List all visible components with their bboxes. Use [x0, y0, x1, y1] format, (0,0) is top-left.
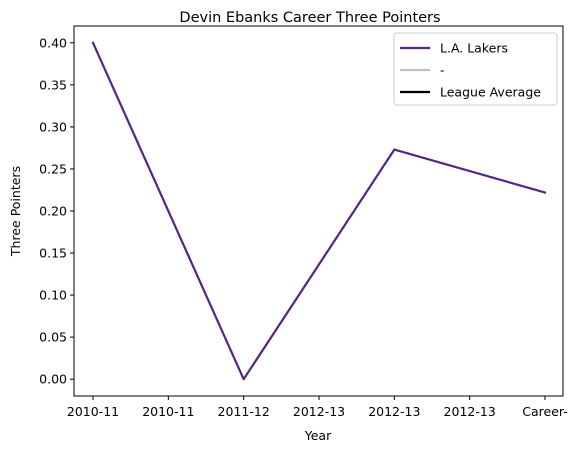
legend: L.A. Lakers - League Average	[393, 32, 558, 106]
legend-label: L.A. Lakers	[440, 41, 508, 56]
x-tick-label: 2012-13	[293, 404, 345, 419]
y-tick-label: 0.40	[39, 35, 67, 50]
x-tick-label: 2011-12	[218, 404, 270, 419]
x-axis: 2010-11 2010-11 2011-12 2012-13 2012-13 2012-…	[67, 396, 568, 419]
y-tick-label: 0.05	[39, 330, 67, 345]
x-tick-label: Career-	[522, 404, 567, 419]
series-layer	[91, 41, 547, 381]
series-line-0	[91, 41, 547, 381]
x-tick-label: 2010-11	[142, 404, 194, 419]
legend-label: League Average	[440, 85, 541, 100]
x-axis-label: Year	[304, 428, 332, 443]
y-axis: 0.00 0.05 0.10 0.15 0.20 0.25 0.30 0.35 0.40	[39, 35, 74, 387]
y-tick-label: 0.20	[39, 204, 67, 219]
y-tick-label: 0.30	[39, 119, 67, 134]
x-tick-label: 2012-13	[444, 404, 496, 419]
chart-title: Devin Ebanks Career Three Pointers	[179, 10, 440, 26]
x-tick-label: 2010-11	[67, 404, 119, 419]
y-tick-label: 0.10	[39, 288, 67, 303]
legend-label: -	[440, 63, 445, 78]
x-tick-label: 2012-13	[368, 404, 420, 419]
y-tick-label: 0.25	[39, 161, 67, 176]
y-tick-label: 0.00	[39, 372, 67, 387]
y-tick-label: 0.15	[39, 246, 67, 261]
legend-box	[393, 32, 558, 106]
y-tick-label: 0.35	[39, 77, 67, 92]
y-axis-label: Three Pointers	[8, 166, 23, 257]
